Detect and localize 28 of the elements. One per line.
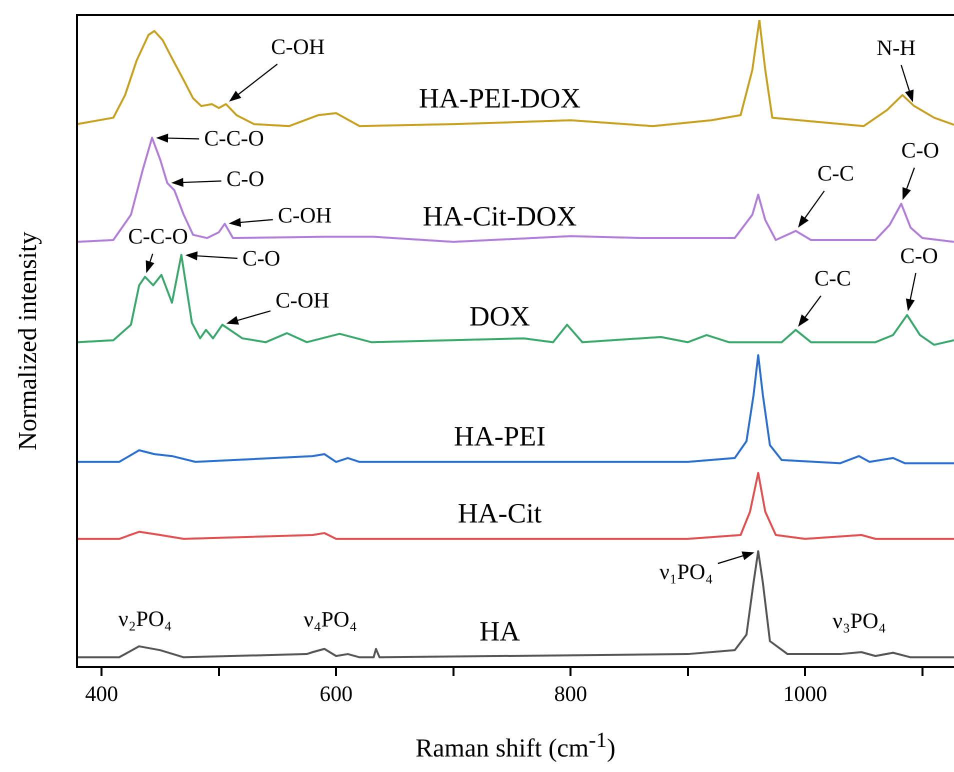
y-axis-title: Normalized intensity bbox=[13, 232, 43, 450]
series-label: HA-PEI bbox=[454, 421, 546, 452]
annotation: C-C bbox=[817, 160, 854, 186]
x-tick-label: 800 bbox=[554, 680, 588, 706]
annotation: C-O bbox=[242, 246, 280, 271]
series-label: HA bbox=[479, 616, 521, 648]
annotation: ν₂PO₄ bbox=[118, 606, 172, 632]
annotation: C-C-O bbox=[204, 126, 264, 151]
annotation: C-O bbox=[900, 242, 938, 268]
x-tick-label: 600 bbox=[320, 680, 353, 706]
x-axis-title: Raman shift (cm$^{-1}$) bbox=[414, 728, 616, 764]
annotation: C-OH bbox=[271, 34, 325, 59]
annotation: N-H bbox=[876, 34, 916, 60]
series-label: HA-PEI-DOX bbox=[418, 84, 581, 115]
series-label: HA-Cit bbox=[458, 498, 542, 530]
annotation: C-O bbox=[226, 166, 264, 191]
annotation: ν₄PO₄ bbox=[304, 606, 358, 632]
annotation: ν₁PO₄ bbox=[659, 558, 713, 584]
annotation: ν₃PO₄ bbox=[832, 608, 886, 633]
annotation: C-O bbox=[901, 138, 940, 163]
annotation: C-OH bbox=[275, 288, 330, 313]
series-label: DOX bbox=[469, 302, 530, 333]
annotation: C-OH bbox=[278, 202, 332, 228]
annotation: C-C-O bbox=[128, 224, 188, 249]
annotation: C-C bbox=[814, 266, 852, 291]
series-label: HA-Cit-DOX bbox=[422, 201, 577, 232]
x-tick-label: 1000 bbox=[783, 680, 828, 706]
x-tick-label: 400 bbox=[85, 680, 118, 706]
